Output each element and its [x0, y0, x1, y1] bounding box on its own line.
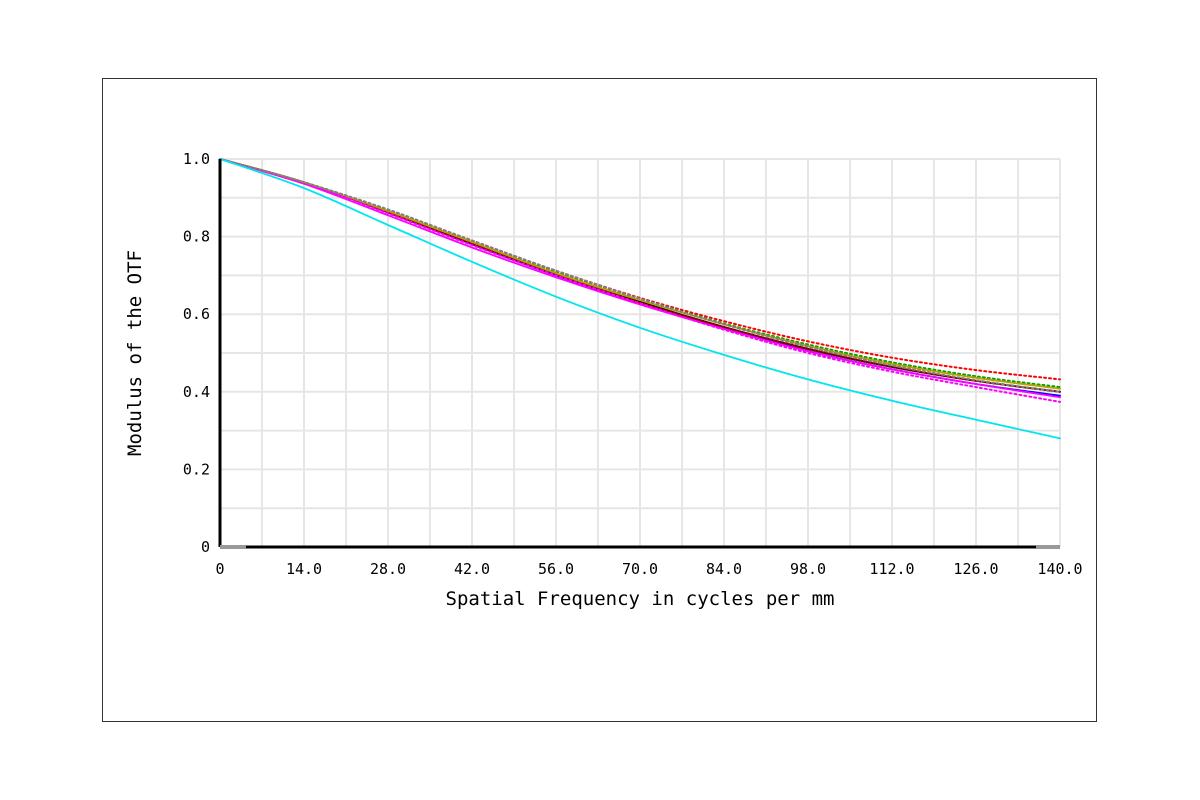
series-line-10: [219, 158, 1061, 440]
x-tick-label: 28.0: [370, 560, 406, 578]
x-tick-labels: 0 14.0 28.0 42.0 56.0 70.0 84.0 98.0 112.0 126.0 1…: [215, 560, 1082, 578]
series-line-8: [219, 158, 1061, 399]
x-tick-label: 42.0: [454, 560, 490, 578]
x-tick-label: 56.0: [538, 560, 574, 578]
x-tick-label: 0: [215, 560, 224, 578]
series-line-9: [219, 158, 1061, 393]
x-tick-label: 140.0: [1037, 560, 1082, 578]
y-tick-labels: 0 0.2 0.4 0.6 0.8 1.0: [183, 150, 210, 556]
grid: [219, 158, 1061, 548]
y-tick-label: 0.2: [183, 460, 210, 478]
y-axis-title: Modulus of the OTF: [124, 250, 146, 456]
y-tick-label: 0.4: [183, 383, 210, 401]
y-tick-label: 0.8: [183, 228, 210, 246]
series-line-6: [219, 158, 1061, 390]
series-group: [219, 158, 1061, 440]
x-tick-label: 112.0: [869, 560, 914, 578]
x-tick-label: 84.0: [706, 560, 742, 578]
y-tick-label: 1.0: [183, 150, 210, 168]
plot-frame: [102, 78, 1097, 722]
x-tick-label: 14.0: [286, 560, 322, 578]
x-tick-label: 70.0: [622, 560, 658, 578]
x-tick-label: 126.0: [953, 560, 998, 578]
x-axis-title: Spatial Frequency in cycles per mm: [446, 588, 835, 610]
x-tick-label: 98.0: [790, 560, 826, 578]
axes: [218, 159, 1060, 549]
series-line-7: [219, 158, 1061, 403]
y-tick-label: 0: [201, 538, 210, 556]
y-tick-label: 0.6: [183, 305, 210, 323]
